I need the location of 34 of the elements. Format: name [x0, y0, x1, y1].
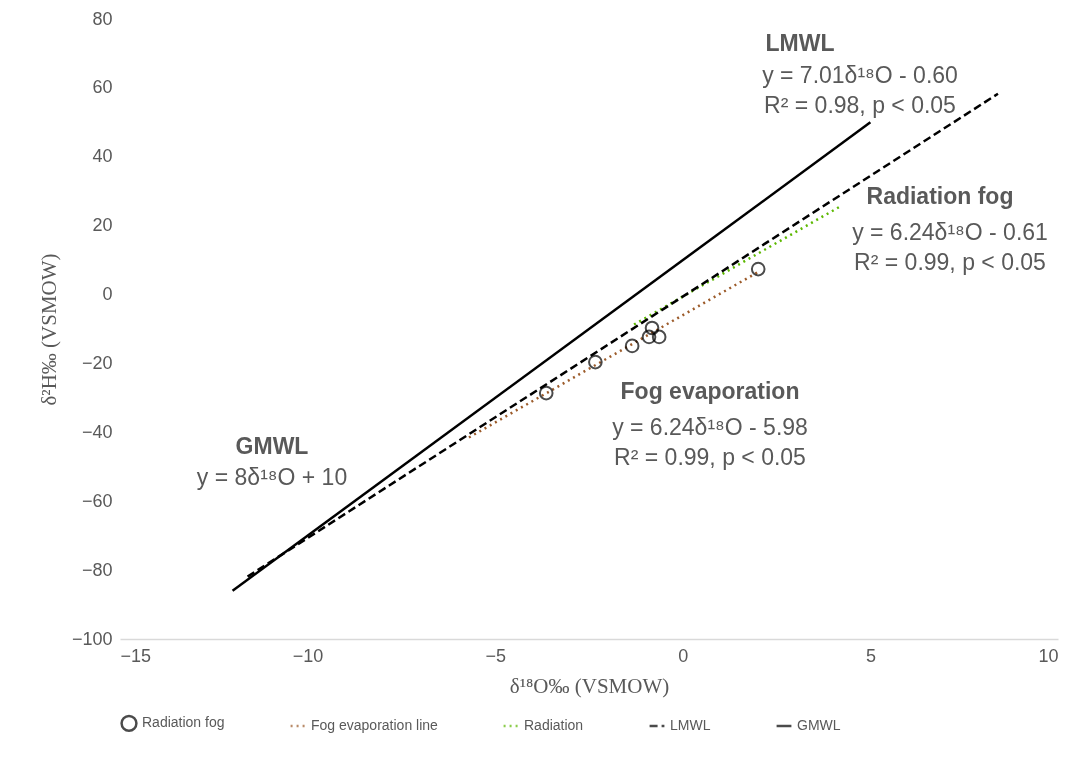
annotation: LMWL: [765, 30, 835, 56]
y-tick-label: 60: [92, 77, 113, 98]
y-tick-label: −100: [71, 628, 113, 649]
x-tick-label: 0: [678, 645, 689, 666]
legend-label: Fog evaporation line: [311, 717, 439, 733]
annotation: R² = 0.99, p < 0.05: [854, 249, 1046, 275]
x-tick-label: −10: [292, 645, 324, 666]
legend-label: Radiation fog: [142, 714, 225, 731]
x-tick-label: 10: [1038, 645, 1059, 666]
y-tick-label: −40: [81, 421, 113, 442]
annotation: R² = 0.99, p < 0.05: [614, 444, 806, 470]
legend-label: GMWL: [797, 717, 841, 733]
y-tick-label: 80: [92, 8, 113, 29]
annotation: y = 6.24δ¹⁸O - 5.98: [612, 414, 808, 440]
annotation: R² = 0.98, p < 0.05: [764, 92, 956, 118]
y-tick-label: −60: [81, 490, 113, 511]
y-tick-label: 40: [92, 146, 113, 167]
annotation: y = 7.01δ¹⁸O - 0.60: [762, 62, 958, 88]
annotation: y = 6.24δ¹⁸O - 0.61: [852, 219, 1048, 245]
x-tick-label: 5: [865, 645, 876, 666]
x-axis-title: δ¹⁸O‰ (VSMOW): [509, 673, 670, 698]
legend-label: LMWL: [670, 717, 711, 733]
annotation: y = 8δ¹⁸O + 10: [196, 464, 348, 490]
y-tick-label: 0: [102, 284, 113, 305]
legend-label: Radiation: [524, 717, 584, 733]
x-tick-label: −5: [485, 645, 506, 666]
annotation: Radiation fog: [866, 183, 1014, 209]
y-axis-title: δ²H‰ (VSMOW): [36, 253, 61, 406]
annotation: Fog evaporation: [620, 378, 800, 404]
x-tick-label: −15: [120, 645, 152, 666]
annotation: GMWL: [235, 433, 309, 459]
y-tick-label: −80: [81, 559, 113, 580]
y-tick-label: −20: [81, 352, 113, 373]
y-tick-label: 20: [92, 215, 113, 236]
